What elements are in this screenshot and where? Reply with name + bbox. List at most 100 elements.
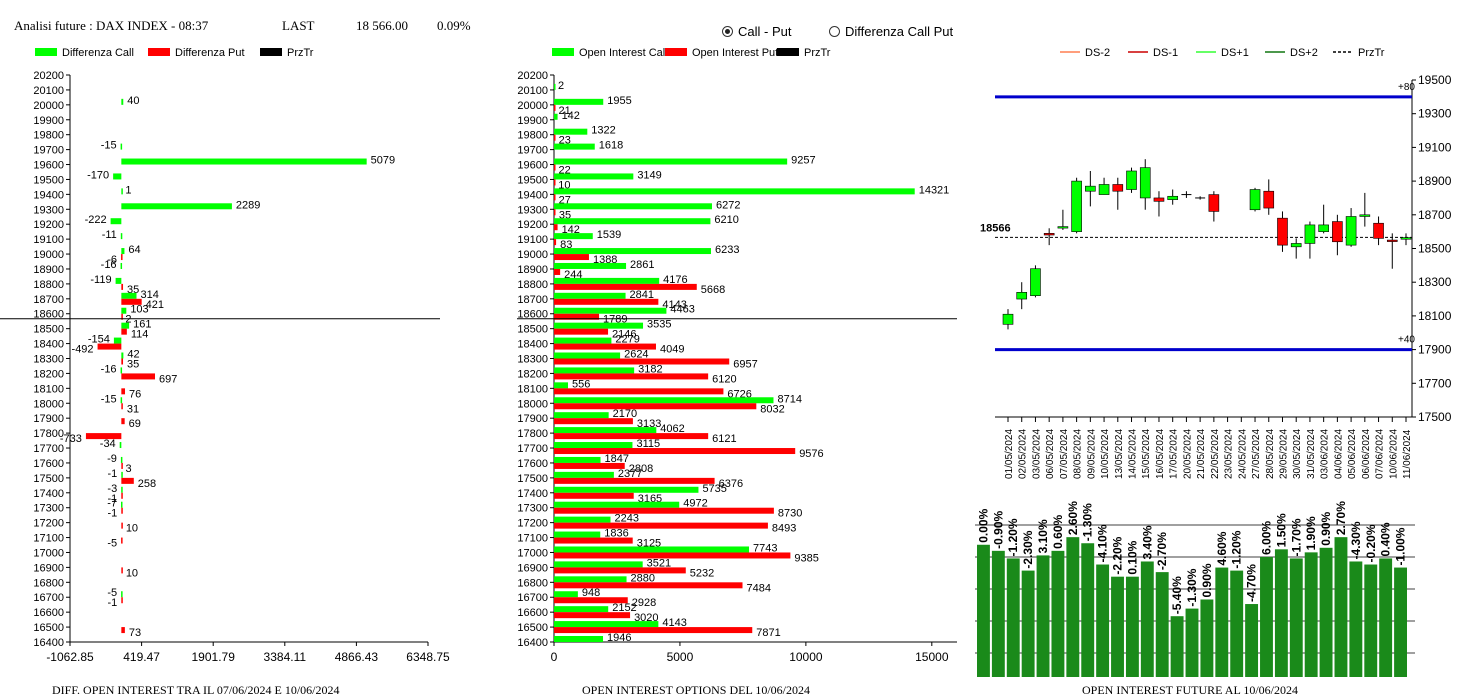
put-bar bbox=[554, 492, 634, 499]
strike-label: 17600 bbox=[517, 458, 548, 470]
oi-bar bbox=[1140, 561, 1154, 677]
call-bar bbox=[554, 382, 569, 389]
put-bar bbox=[121, 373, 156, 380]
candle-body bbox=[1332, 221, 1343, 243]
date-label: 31/05/2024 bbox=[1306, 429, 1317, 479]
strike-label: 18400 bbox=[517, 339, 548, 351]
strike-label: 19200 bbox=[33, 219, 64, 231]
put-bar bbox=[554, 179, 556, 186]
put-value-label: 10 bbox=[126, 567, 138, 579]
strike-label: 18200 bbox=[33, 368, 64, 380]
oi-bar-label: 1.90% bbox=[1304, 516, 1318, 550]
date-label: 02/05/2024 bbox=[1018, 429, 1029, 479]
call-value-label: -3 bbox=[107, 483, 117, 495]
call-value-label: -15 bbox=[101, 140, 117, 152]
x-tick-label: 6348.75 bbox=[406, 650, 450, 664]
strike-label: 17600 bbox=[33, 458, 64, 470]
oi-bar bbox=[1125, 576, 1139, 677]
date-label: 10/06/2024 bbox=[1388, 429, 1399, 479]
call-value-label: 1955 bbox=[607, 95, 631, 107]
put-bar bbox=[121, 627, 125, 634]
legend-label: Open Interest Put bbox=[692, 47, 778, 59]
oi-bar bbox=[1185, 608, 1199, 677]
call-bar bbox=[121, 188, 123, 195]
candle-body bbox=[1139, 167, 1151, 199]
oi-bar-label: 6.00% bbox=[1259, 521, 1273, 555]
call-value-label: 1539 bbox=[597, 229, 621, 241]
call-value-label: 948 bbox=[582, 587, 600, 599]
date-label: 03/06/2024 bbox=[1320, 429, 1331, 479]
call-value-label: 161 bbox=[133, 319, 151, 331]
oi-bar bbox=[1379, 558, 1393, 677]
put-value-label: 35 bbox=[127, 359, 139, 371]
put-value-label: -5 bbox=[107, 538, 117, 550]
put-value-label: 5232 bbox=[690, 567, 714, 579]
candle-body bbox=[1277, 217, 1288, 246]
put-value-label: 9576 bbox=[799, 448, 823, 460]
oi-bar bbox=[991, 550, 1005, 677]
call-bar bbox=[554, 188, 915, 195]
call-bar bbox=[554, 442, 633, 449]
radio-diff-call-put[interactable]: Differenza Call Put bbox=[829, 24, 953, 39]
strike-label: 17300 bbox=[517, 503, 548, 515]
strike-label: 19300 bbox=[517, 204, 548, 216]
candle-body bbox=[1304, 224, 1316, 244]
strike-label: 18900 bbox=[33, 264, 64, 276]
strike-label: 20000 bbox=[33, 100, 64, 112]
oi-bar-label: 3.40% bbox=[1140, 525, 1154, 559]
put-value-label: -492 bbox=[72, 344, 94, 356]
oi-bar bbox=[1006, 558, 1020, 677]
call-bar bbox=[554, 218, 711, 225]
date-label: 04/06/2024 bbox=[1333, 429, 1344, 479]
oi-bar bbox=[1260, 556, 1273, 677]
oi-bar bbox=[1111, 576, 1124, 677]
call-value-label: 142 bbox=[562, 110, 580, 122]
date-label: 01/05/2024 bbox=[1004, 429, 1015, 479]
put-value-label: 21 bbox=[559, 105, 571, 117]
date-label: 06/06/2024 bbox=[1361, 429, 1372, 479]
y-tick-label: 18300 bbox=[1418, 275, 1452, 289]
call-value-label: 3149 bbox=[637, 169, 661, 181]
oi-bar bbox=[1155, 572, 1169, 677]
put-value-label: -1 bbox=[108, 493, 118, 505]
legend-swatch bbox=[665, 48, 687, 56]
oi-bar-label: 2.70% bbox=[1334, 501, 1348, 535]
call-value-label: 1836 bbox=[604, 528, 628, 540]
oi-bar bbox=[1081, 543, 1095, 677]
put-value-label: 2 bbox=[125, 314, 131, 326]
legend-swatch bbox=[552, 48, 574, 56]
oi-bar bbox=[1245, 604, 1259, 677]
strike-label: 16400 bbox=[33, 637, 64, 649]
put-bar bbox=[121, 283, 124, 290]
call-bar bbox=[554, 591, 578, 598]
last-change: 0.09% bbox=[437, 18, 471, 33]
put-bar bbox=[554, 448, 796, 455]
candle-body bbox=[1030, 268, 1041, 296]
call-bar bbox=[554, 292, 626, 299]
radio-dot-icon bbox=[829, 26, 840, 37]
put-value-label: 8493 bbox=[772, 523, 796, 535]
put-bar bbox=[554, 343, 656, 350]
date-label: 08/05/2024 bbox=[1073, 429, 1084, 479]
radio-call-put[interactable]: Call - Put bbox=[722, 24, 791, 39]
legend-swatch bbox=[148, 48, 170, 56]
strike-label: 19000 bbox=[517, 249, 548, 261]
put-bar bbox=[121, 507, 123, 514]
call-bar bbox=[554, 621, 659, 628]
strike-label: 18600 bbox=[517, 309, 548, 321]
put-bar bbox=[554, 298, 659, 305]
date-label: 05/06/2024 bbox=[1347, 429, 1358, 479]
call-value-label: -15 bbox=[101, 393, 117, 405]
call-bar bbox=[110, 218, 122, 225]
oi-bar-label: 0.00% bbox=[976, 508, 990, 542]
strike-label: 17200 bbox=[33, 518, 64, 530]
y-tick-label: 19500 bbox=[1418, 73, 1452, 87]
put-bar bbox=[554, 104, 556, 111]
date-label: 29/05/2024 bbox=[1278, 429, 1289, 479]
call-bar bbox=[554, 606, 609, 613]
strike-label: 17400 bbox=[517, 488, 548, 500]
strike-label: 17500 bbox=[33, 473, 64, 485]
future-oi-bar-chart: 0.00% -0.90% -1.20% -2.30% 3.10% 0.60% 2.60% -1… bbox=[975, 501, 1415, 677]
strike-label: 19400 bbox=[517, 189, 548, 201]
call-value-label: 1322 bbox=[591, 125, 615, 137]
